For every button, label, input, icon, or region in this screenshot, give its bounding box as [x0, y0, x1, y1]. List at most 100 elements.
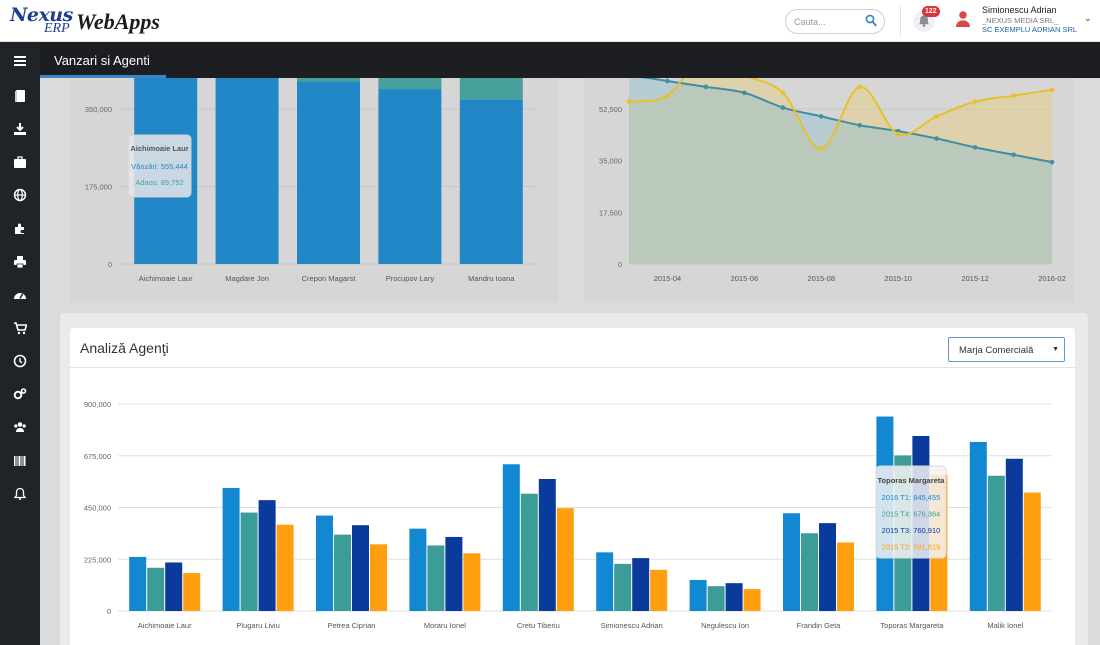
agents-tooltip-line: 2015 T3: 760,910 — [882, 526, 941, 535]
search-box — [785, 9, 885, 34]
agents-x-label: Toporas Margareta — [880, 621, 944, 630]
clock-icon[interactable] — [13, 354, 27, 368]
sales-y-tick: 0 — [108, 260, 112, 269]
users-icon[interactable] — [13, 420, 27, 434]
sales-bar-margin — [459, 78, 523, 100]
logo-nexus: Nexus — [10, 4, 73, 26]
trend-point-teal — [818, 114, 824, 119]
search-input[interactable] — [794, 14, 864, 30]
user-name[interactable]: Simionescu Adrian — [982, 5, 1057, 15]
sales-bar — [297, 81, 360, 265]
agents-y-tick: 675,000 — [84, 452, 111, 461]
trend-x-label: 2015-12 — [961, 274, 989, 283]
sales-x-label: Procupov Lary — [386, 274, 435, 283]
trend-point-yellow — [1049, 87, 1055, 93]
agents-bar — [165, 562, 183, 611]
agents-bar — [129, 556, 147, 611]
cart-icon[interactable] — [13, 321, 27, 335]
agents-bar — [334, 534, 351, 611]
agents-bar — [222, 487, 240, 611]
sales-x-label: Aichimoaie Laur — [139, 274, 193, 283]
agents-bar — [596, 552, 614, 611]
agents-bar — [427, 545, 445, 611]
agents-x-label: Moraru Ionel — [424, 621, 466, 630]
trend-point-yellow — [857, 84, 863, 90]
download-icon[interactable] — [13, 122, 27, 136]
sales-tooltip-line1: Vânzări: 555,444 — [131, 162, 188, 171]
agents-bar — [614, 563, 632, 611]
agents-y-tick: 450,000 — [84, 504, 111, 513]
agents-bar — [783, 513, 800, 611]
sales-bar — [378, 89, 442, 264]
trend-x-label: 2015-06 — [731, 274, 759, 283]
cogs-icon[interactable] — [13, 387, 27, 401]
agents-divider — [70, 367, 1075, 368]
notification-bell-icon — [918, 15, 930, 27]
agents-bar — [276, 524, 294, 611]
trend-x-label: 2015-04 — [654, 274, 682, 283]
sales-x-label: Magdare Jon — [225, 274, 269, 283]
book-icon[interactable] — [13, 89, 27, 103]
agents-bar — [837, 542, 854, 611]
trend-point-teal — [703, 84, 709, 90]
trend-y-tick: 0 — [618, 260, 622, 269]
trend-point-yellow — [742, 73, 747, 78]
trend-point-teal — [742, 90, 747, 96]
trend-x-label: 2015-10 — [884, 274, 912, 283]
agents-bar — [632, 558, 650, 611]
agents-bar — [258, 500, 276, 611]
agents-bar — [1023, 492, 1041, 611]
agents-bar — [689, 579, 707, 611]
logo-erp: ERP — [44, 21, 70, 36]
agents-bar — [502, 464, 520, 611]
agents-bar — [556, 508, 574, 611]
agents-bar — [538, 478, 556, 611]
top-bar: Nexus ERP WebApps 122 Simionescu Adrian … — [0, 0, 1100, 42]
puzzle-icon[interactable] — [13, 221, 27, 235]
sales-tooltip-box — [127, 134, 192, 198]
agents-bar — [801, 533, 818, 611]
agents-bar — [463, 553, 481, 611]
agents-tooltip-title: Toporas Margareta — [878, 476, 946, 485]
sales-bar-margin — [378, 78, 442, 90]
metric-select-value: Marja Comercială — [959, 345, 1034, 356]
trend-point-teal — [857, 122, 863, 128]
trend-point-yellow — [1011, 93, 1016, 99]
menu-icon[interactable] — [13, 54, 27, 68]
globe-icon[interactable] — [13, 188, 27, 202]
agents-x-label: Malik Ionel — [987, 621, 1023, 630]
metric-select[interactable]: Marja Comercială ▼ — [948, 337, 1065, 362]
agents-tooltip-line: 2016 T1: 845,455 — [882, 493, 941, 502]
header-separator — [900, 6, 901, 36]
bell-icon[interactable] — [13, 487, 27, 501]
agents-bar — [520, 493, 538, 611]
search-icon[interactable] — [865, 14, 877, 28]
dashboard-icon[interactable] — [13, 288, 27, 302]
briefcase-icon[interactable] — [13, 155, 27, 169]
sales-y-tick: 175,000 — [85, 183, 112, 192]
agents-bar — [352, 525, 369, 611]
trend-y-tick: 52,500 — [599, 105, 622, 114]
trend-y-tick: 17,500 — [599, 208, 622, 217]
agents-bar — [370, 544, 387, 611]
trend-point-yellow — [665, 93, 670, 99]
agents-bar — [1005, 458, 1023, 611]
print-icon[interactable] — [13, 255, 27, 269]
agents-bar — [969, 441, 987, 611]
sales-chart: 0 175,000 350,000 525,000 Aichimoaie Laur Mag… — [85, 28, 537, 283]
notifications-button[interactable]: 122 — [913, 6, 940, 32]
agents-tooltip-box — [875, 465, 947, 559]
agents-chart: 0 225,000 450,000 675,000 900,000 Aichimoaie … — [84, 400, 1052, 630]
chevron-down-icon[interactable]: ⌄ — [1084, 13, 1092, 23]
trend-chart: 0 17,500 35,000 52,500 2015-04 2015-06 2015-08… — [599, 73, 1066, 283]
user-avatar-icon[interactable] — [955, 10, 971, 28]
sales-bar-margin — [297, 78, 360, 82]
agents-bar — [240, 512, 258, 611]
barcode-icon[interactable] — [13, 454, 27, 468]
sales-y-tick: 525,000 — [85, 28, 112, 37]
logo-webapps: WebApps — [76, 9, 160, 34]
agents-x-label: Frandin Geta — [797, 621, 842, 630]
sales-y-tick: 350,000 — [85, 105, 112, 114]
sales-tooltip-title: Aichimoaie Laur — [130, 144, 188, 153]
agents-bar — [316, 515, 333, 611]
